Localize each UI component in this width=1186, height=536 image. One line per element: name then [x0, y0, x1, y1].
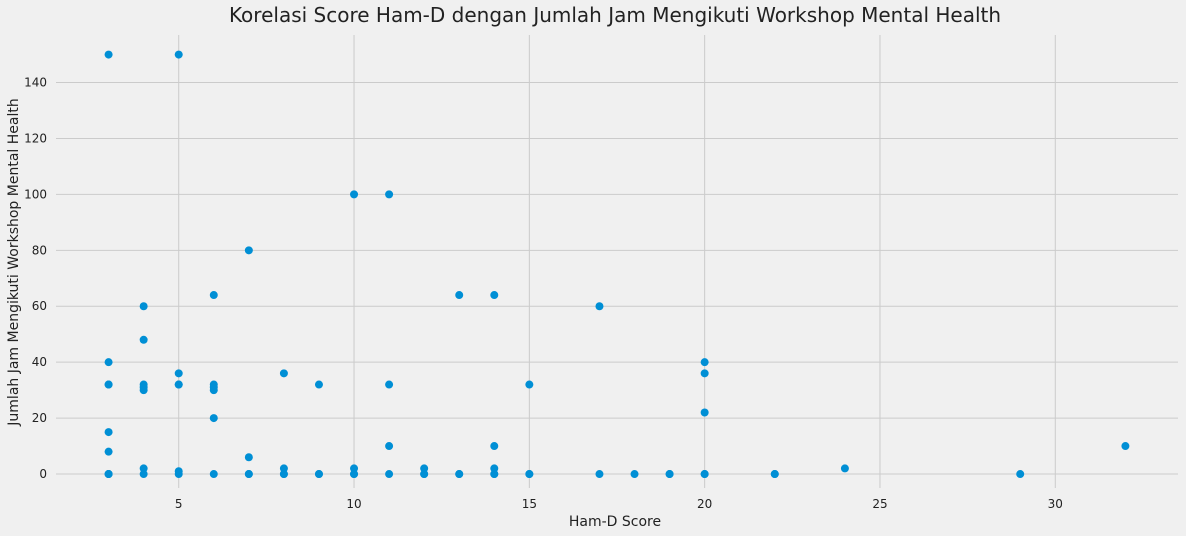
scatter-point: [104, 428, 113, 437]
scatter-point: [700, 470, 709, 479]
scatter-point: [490, 464, 499, 473]
scatter-point: [525, 380, 534, 389]
chart-title: Korelasi Score Ham-D dengan Jumlah Jam M…: [229, 3, 1001, 27]
scatter-point: [244, 470, 253, 479]
y-tick-label: 60: [32, 299, 47, 313]
scatter-point: [385, 380, 394, 389]
scatter-point: [840, 464, 849, 473]
point-layer: [104, 50, 1130, 479]
scatter-point: [174, 369, 183, 378]
scatter-point: [209, 291, 218, 300]
scatter-point: [1016, 470, 1025, 479]
scatter-point: [104, 447, 113, 456]
y-tick-label: 80: [32, 243, 47, 257]
scatter-point: [630, 470, 639, 479]
x-tick-label: 5: [175, 497, 183, 511]
x-axis-label: Ham-D Score: [569, 514, 661, 530]
scatter-point: [104, 470, 113, 479]
scatter-point: [385, 470, 394, 479]
scatter-point: [350, 464, 359, 473]
scatter-point: [104, 380, 113, 389]
scatter-point: [104, 50, 113, 59]
scatter-point: [244, 453, 253, 462]
scatter-point: [314, 470, 323, 479]
scatter-point: [104, 358, 113, 367]
x-tick-label: 20: [697, 497, 712, 511]
y-tick-label: 20: [32, 411, 47, 425]
scatter-point: [209, 470, 218, 479]
y-tick-label: 0: [39, 467, 47, 481]
scatter-point: [174, 380, 183, 389]
scatter-point: [314, 380, 323, 389]
scatter-point: [139, 302, 148, 311]
scatter-point: [279, 369, 288, 378]
scatter-point: [700, 408, 709, 417]
scatter-point: [525, 470, 534, 479]
scatter-point: [490, 291, 499, 300]
scatter-point: [350, 190, 359, 199]
scatter-point: [279, 470, 288, 479]
scatter-point: [385, 190, 394, 199]
y-tick-label: 120: [24, 131, 47, 145]
scatter-point: [1121, 442, 1130, 451]
y-axis-label: Jumlah Jam Mengikuti Workshop Mental Hea…: [6, 98, 22, 426]
scatter-point: [770, 470, 779, 479]
scatter-point: [700, 358, 709, 367]
scatter-point: [139, 335, 148, 344]
scatter-point: [595, 470, 604, 479]
y-tick-label: 40: [32, 355, 47, 369]
x-tick-label: 10: [346, 497, 361, 511]
scatter-point: [595, 302, 604, 311]
scatter-point: [209, 414, 218, 423]
x-tick-label: 30: [1048, 497, 1063, 511]
scatter-point: [174, 470, 183, 479]
grid-layer: [56, 35, 1178, 488]
scatter-point: [139, 464, 148, 473]
scatter-point: [700, 369, 709, 378]
scatter-point: [455, 470, 464, 479]
scatter-point: [490, 470, 499, 479]
y-tick-label: 140: [24, 76, 47, 90]
x-tick-label: 15: [522, 497, 537, 511]
y-tick-label: 100: [24, 187, 47, 201]
scatter-point: [385, 442, 394, 451]
x-tick-label: 25: [872, 497, 887, 511]
scatter-point: [139, 470, 148, 479]
scatter-point: [139, 386, 148, 395]
scatter-point: [455, 291, 464, 300]
scatter-point: [350, 470, 359, 479]
scatter-point: [665, 470, 674, 479]
scatter-point: [244, 246, 253, 255]
scatter-point: [420, 470, 429, 479]
scatter-point: [174, 50, 183, 59]
tick-layer: 5 10 15 20 25 30 0 20 40 60 80 100 120 140: [24, 76, 1063, 511]
scatter-point: [420, 464, 429, 473]
scatter-point: [279, 464, 288, 473]
scatter-point: [209, 386, 218, 395]
scatter-point: [490, 442, 499, 451]
